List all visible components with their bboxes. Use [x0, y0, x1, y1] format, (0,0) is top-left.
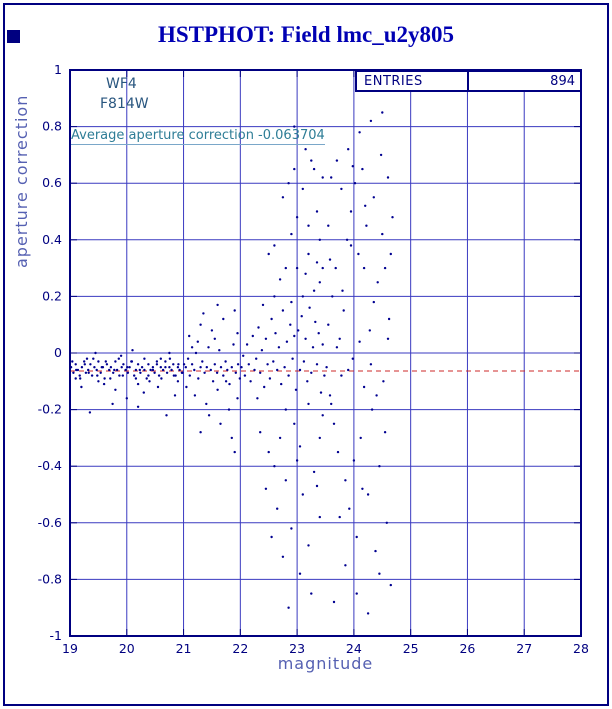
y-tick-label: 0.6: [42, 175, 62, 190]
x-tick-label: 27: [516, 641, 532, 656]
average-correction-label: Average aperture correction -0.063704: [71, 128, 325, 145]
stats-entries-label: ENTRIES: [364, 73, 423, 89]
y-tick-label: -0.6: [38, 515, 62, 530]
y-tick-label: -0.2: [38, 402, 62, 417]
y-tick-label: -0.8: [38, 571, 62, 586]
y-tick-label: -0.4: [38, 458, 62, 473]
y-tick-label: 0.8: [42, 119, 62, 134]
y-tick-label: 1: [54, 62, 62, 77]
x-tick-label: 20: [119, 641, 135, 656]
y-tick-label: 0: [54, 345, 62, 360]
stats-box: ENTRIES 894: [355, 70, 582, 92]
camera-label: WF4: [106, 76, 137, 92]
x-tick-label: 24: [346, 641, 362, 656]
x-tick-label: 21: [176, 641, 192, 656]
stats-entries-value: 894: [467, 72, 580, 90]
corner-marker-icon: [7, 30, 20, 43]
y-axis-title: aperture correction: [12, 94, 31, 268]
x-axis-title: magnitude: [277, 654, 374, 673]
x-tick-label: 28: [573, 641, 589, 656]
x-tick-label: 22: [232, 641, 248, 656]
x-tick-label: 26: [459, 641, 475, 656]
x-tick-label: 25: [403, 641, 419, 656]
y-tick-label: 0.4: [42, 232, 62, 247]
x-tick-label: 23: [289, 641, 305, 656]
x-tick-label: 19: [62, 641, 78, 656]
y-tick-label: 0.2: [42, 288, 62, 303]
page-title: HSTPHOT: Field lmc_u2y805: [157, 22, 455, 47]
filter-label: F814W: [100, 96, 149, 112]
y-tick-label: -1: [50, 628, 62, 643]
